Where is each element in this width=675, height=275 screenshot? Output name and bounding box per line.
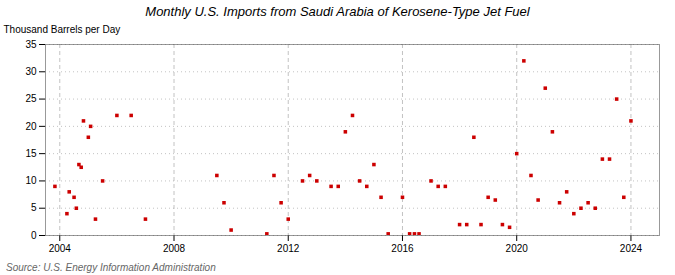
svg-text:2020: 2020 xyxy=(506,243,529,254)
svg-text:2024: 2024 xyxy=(620,243,643,254)
svg-text:35: 35 xyxy=(25,39,37,50)
svg-text:20: 20 xyxy=(25,121,37,132)
svg-text:10: 10 xyxy=(25,175,37,186)
html-text:Monthly U.S. Imports from Saud: Monthly U.S. Imports from Saudi Arabia o… xyxy=(145,4,530,19)
svg-text:2004: 2004 xyxy=(49,243,72,254)
html-text:Source: U.S. Energy Informatio: Source: U.S. Energy Information Administ… xyxy=(6,262,216,273)
svg-text:2016: 2016 xyxy=(391,243,414,254)
svg-text:5: 5 xyxy=(31,202,37,213)
svg-text:2008: 2008 xyxy=(163,243,186,254)
svg-text:25: 25 xyxy=(25,93,37,104)
svg-text:30: 30 xyxy=(25,66,37,77)
svg-text:Thousand Barrels per Day: Thousand Barrels per Day xyxy=(4,24,121,35)
svg-text:0: 0 xyxy=(31,230,37,241)
svg-text:2012: 2012 xyxy=(277,243,300,254)
svg-text:15: 15 xyxy=(25,148,37,159)
